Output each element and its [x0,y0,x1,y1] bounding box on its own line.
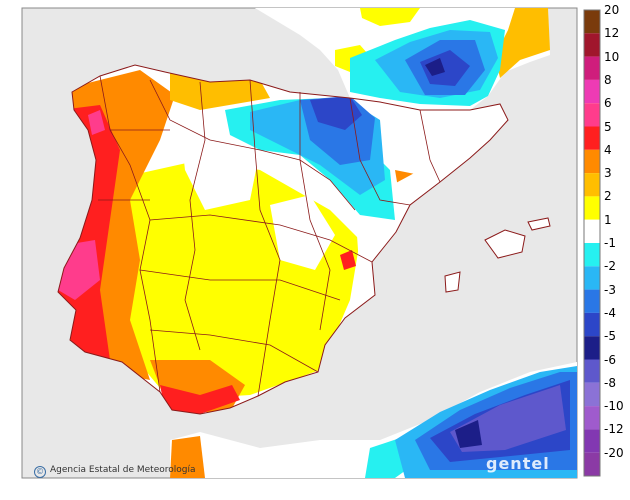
legend-swatch [584,359,600,383]
legend-swatch [584,103,600,127]
legend-label: -1 [604,236,616,250]
africa-orange [170,436,205,478]
legend-label: -2 [604,259,616,274]
credit: © Agencia Estatal de Meteorología [34,465,196,478]
legend-swatch [584,289,600,313]
legend-swatch [584,219,600,243]
legend-swatch [584,79,600,104]
legend-swatch [584,336,600,360]
legend-label: -8 [604,375,616,390]
legend-label: -4 [604,305,616,320]
legend-swatch [584,173,600,197]
legend-label: -5 [604,329,616,344]
legend-swatch [584,406,600,430]
legend-label: 2 [604,189,612,204]
legend-label: 10 [604,49,620,64]
legend-swatch [584,33,600,57]
aemet-logo-icon: © [34,466,46,478]
legend-frame [583,9,601,477]
legend-swatch [584,452,600,476]
legend-swatch [584,243,600,267]
mallorca [484,229,526,259]
legend-swatch [584,429,600,453]
legend-swatch [584,266,600,290]
legend [583,9,601,477]
legend-label: -3 [604,282,616,297]
anomaly-orange-north [170,72,270,110]
legend-swatch [584,312,600,337]
legend-swatch [584,196,600,220]
legend-label: 3 [604,166,612,181]
legend-label: -20 [604,445,624,460]
anomaly-darkblue-ne [310,96,362,130]
province-borders [98,75,441,397]
france-dark-blue [420,50,470,86]
legend-label: 20 [604,3,620,17]
legend-label: 8 [604,72,612,87]
legend-swatch [584,149,600,174]
legend-label: 1 [604,212,612,227]
anomaly-pink-2 [88,110,105,135]
france-orange [495,8,550,78]
legend-label: -6 [604,352,616,367]
legend-label: 5 [604,119,612,134]
anomaly-white-2 [270,195,335,270]
legend-swatch [584,382,600,407]
credit-text: Agencia Estatal de Meteorología [50,465,196,475]
menorca [527,217,551,231]
africa-navy [455,420,482,448]
legend-label: -12 [604,422,624,437]
anomaly-red-spot [340,250,356,270]
watermark: gentel [486,454,550,473]
legend-swatch [584,10,600,34]
legend-swatch [584,56,600,80]
legend-label: 12 [604,26,620,41]
legend-label: 6 [604,96,612,111]
legend-label: -10 [604,399,624,414]
legend-swatch [584,126,600,150]
legend-label: 4 [604,142,612,157]
anomaly-red-south [160,385,240,414]
iberia-outline [57,64,509,415]
ibiza [444,271,461,293]
france-navy [425,58,445,76]
france-yellow [360,8,420,26]
